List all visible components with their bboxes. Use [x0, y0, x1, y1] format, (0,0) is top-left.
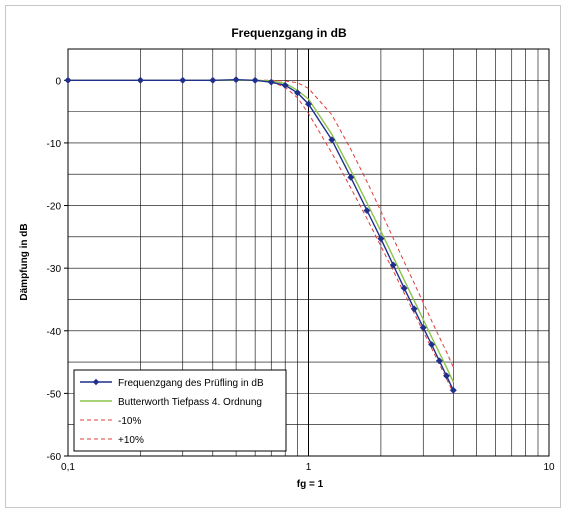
legend-box — [73, 369, 287, 452]
x-axis-title: fg = 1 — [297, 479, 324, 490]
data-point — [179, 76, 187, 84]
data-point — [293, 89, 302, 97]
x-tick-label: 1 — [306, 462, 312, 473]
legend-marker — [92, 378, 100, 386]
grid — [68, 49, 549, 456]
data-point — [389, 261, 397, 269]
data-point — [449, 386, 457, 394]
series-layer — [64, 76, 457, 394]
data-point — [136, 76, 144, 84]
y-tick-labels: 0 -10 -20 -30 -40 -50 -60 — [47, 76, 68, 463]
data-point — [251, 76, 259, 84]
data-point — [377, 235, 385, 243]
plot-frame — [67, 48, 550, 457]
data-point — [232, 76, 240, 84]
data-point — [435, 357, 443, 365]
data-point — [410, 305, 418, 313]
legend-label: Butterworth Tiefpass 4. Ordnung — [118, 397, 262, 408]
y-tick-label: -50 — [47, 389, 62, 400]
data-point — [443, 372, 451, 380]
chart-title: Frequenzgang in dB — [231, 26, 347, 40]
y-tick-label: 0 — [55, 76, 61, 87]
series-line — [68, 79, 454, 368]
data-point — [347, 173, 355, 181]
y-tick-label: -30 — [47, 264, 62, 275]
data-point — [363, 206, 371, 215]
legend: Frequenzgang des Prüfling in dB Butterwor… — [73, 369, 287, 452]
x-tick-label: 10 — [543, 462, 555, 473]
chart-frame: Frequenzgang in dB 0 -10 -20 -30 -40 -50 -60 0… — [5, 5, 561, 508]
y-axis-title: Dämpfung in dB — [19, 223, 30, 300]
data-point — [64, 76, 72, 84]
series-line — [68, 78, 454, 391]
y-tick-label: -10 — [47, 139, 62, 150]
legend-label: Frequenzgang des Prüfling in dB — [118, 378, 264, 389]
y-tick-label: -60 — [47, 452, 62, 463]
data-point — [400, 284, 408, 292]
legend-label: +10% — [118, 435, 144, 446]
chart-svg: Frequenzgang in dB 0 -10 -20 -30 -40 -50 -60 0… — [19, 26, 555, 490]
data-point — [328, 136, 336, 144]
data-point — [209, 76, 217, 84]
y-tick-label: -20 — [47, 202, 62, 213]
legend-label: -10% — [118, 416, 141, 427]
x-tick-label: 0,1 — [61, 462, 75, 473]
data-point — [304, 100, 313, 108]
y-tick-label: -40 — [47, 327, 62, 338]
data-point — [428, 340, 436, 349]
series-line — [68, 79, 454, 383]
data-point — [419, 324, 427, 332]
x-tick-labels: 0,1 1 10 — [61, 462, 555, 473]
data-point — [281, 81, 289, 89]
data-point — [267, 78, 275, 86]
